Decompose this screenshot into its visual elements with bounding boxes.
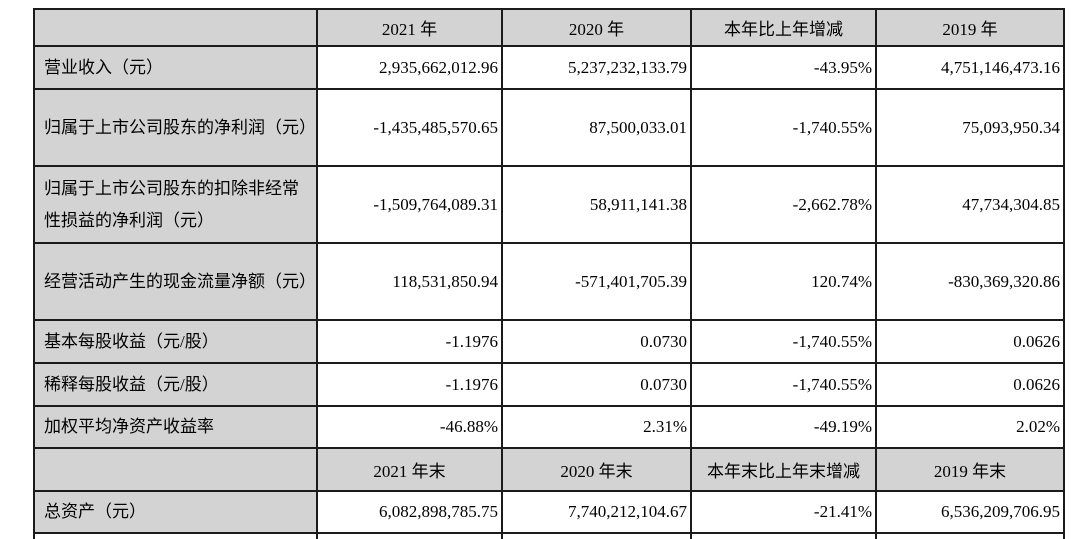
operating-cash-flow-2019: -830,369,320.86 [875, 242, 1065, 321]
header-year-2021: 2021 年 [316, 8, 503, 47]
basic-eps-2019: 0.0626 [875, 319, 1065, 364]
cutoff-cell [875, 532, 1065, 539]
row-net-profit: 归属于上市公司股东的净利润（元） -1,435,485,570.65 87,50… [33, 88, 1065, 167]
diluted-eps-2020: 0.0730 [501, 362, 692, 407]
deducted-net-profit-2020: 58,911,141.38 [501, 165, 692, 244]
deducted-net-profit-change: -2,662.78% [690, 165, 877, 244]
row-operating-cash-flow: 经营活动产生的现金流量净额（元） 118,531,850.94 -571,401… [33, 242, 1065, 321]
row-label-net-profit: 归属于上市公司股东的净利润（元） [33, 88, 318, 167]
basic-eps-2020: 0.0730 [501, 319, 692, 364]
revenue-change: -43.95% [690, 45, 877, 90]
weighted-avg-roe-2019: 2.02% [875, 405, 1065, 449]
header-eoy-2021: 2021 年末 [316, 447, 503, 492]
row-label-deducted-net-profit: 归属于上市公司股东的扣除非经常性损益的净利润（元） [33, 165, 318, 244]
net-profit-2020: 87,500,033.01 [501, 88, 692, 167]
row-diluted-eps: 稀释每股收益（元/股） -1.1976 0.0730 -1,740.55% 0.… [33, 362, 1065, 407]
total-assets-2020: 7,740,212,104.67 [501, 490, 692, 534]
revenue-2020: 5,237,232,133.79 [501, 45, 692, 90]
revenue-2019: 4,751,146,473.16 [875, 45, 1065, 90]
header-eoy-change: 本年末比上年末增减 [690, 447, 877, 492]
diluted-eps-2019: 0.0626 [875, 362, 1065, 407]
row-revenue: 营业收入（元） 2,935,662,012.96 5,237,232,133.7… [33, 45, 1065, 90]
diluted-eps-2021: -1.1976 [316, 362, 503, 407]
total-assets-change: -21.41% [690, 490, 877, 534]
header-yoy-change: 本年比上年增减 [690, 8, 877, 47]
row-cutoff-sliver [33, 532, 1065, 539]
deducted-net-profit-2019: 47,734,304.85 [875, 165, 1065, 244]
financial-summary-table: 2021 年 2020 年 本年比上年增减 2019 年 营业收入（元） 2,9… [33, 8, 1065, 539]
weighted-avg-roe-change: -49.19% [690, 405, 877, 449]
net-profit-2021: -1,435,485,570.65 [316, 88, 503, 167]
operating-cash-flow-2021: 118,531,850.94 [316, 242, 503, 321]
weighted-avg-roe-2021: -46.88% [316, 405, 503, 449]
revenue-2021: 2,935,662,012.96 [316, 45, 503, 90]
weighted-avg-roe-2020: 2.31% [501, 405, 692, 449]
row-total-assets: 总资产（元） 6,082,898,785.75 7,740,212,104.67… [33, 490, 1065, 534]
cutoff-cell [501, 532, 692, 539]
row-basic-eps: 基本每股收益（元/股） -1.1976 0.0730 -1,740.55% 0.… [33, 319, 1065, 364]
row-label-weighted-avg-roe: 加权平均净资产收益率 [33, 405, 318, 449]
header-eoy-2019: 2019 年末 [875, 447, 1065, 492]
header-blank-cell [33, 8, 318, 47]
basic-eps-change: -1,740.55% [690, 319, 877, 364]
total-assets-2021: 6,082,898,785.75 [316, 490, 503, 534]
cutoff-cell [33, 532, 318, 539]
operating-cash-flow-change: 120.74% [690, 242, 877, 321]
basic-eps-2021: -1.1976 [316, 319, 503, 364]
total-assets-2019: 6,536,209,706.95 [875, 490, 1065, 534]
net-profit-2019: 75,093,950.34 [875, 88, 1065, 167]
row-label-total-assets: 总资产（元） [33, 490, 318, 534]
header-eoy-2020: 2020 年末 [501, 447, 692, 492]
row-label-operating-cash-flow: 经营活动产生的现金流量净额（元） [33, 242, 318, 321]
header-year-2020: 2020 年 [501, 8, 692, 47]
deducted-net-profit-2021: -1,509,764,089.31 [316, 165, 503, 244]
cutoff-cell [316, 532, 503, 539]
cutoff-cell [690, 532, 877, 539]
net-profit-change: -1,740.55% [690, 88, 877, 167]
diluted-eps-change: -1,740.55% [690, 362, 877, 407]
header-row-annual: 2021 年 2020 年 本年比上年增减 2019 年 [33, 8, 1065, 47]
header-year-2019: 2019 年 [875, 8, 1065, 47]
header-row-eoy: 2021 年末 2020 年末 本年末比上年末增减 2019 年末 [33, 447, 1065, 492]
row-weighted-avg-roe: 加权平均净资产收益率 -46.88% 2.31% -49.19% 2.02% [33, 405, 1065, 449]
row-label-revenue: 营业收入（元） [33, 45, 318, 90]
operating-cash-flow-2020: -571,401,705.39 [501, 242, 692, 321]
row-label-diluted-eps: 稀释每股收益（元/股） [33, 362, 318, 407]
header-eoy-blank-cell [33, 447, 318, 492]
row-deducted-net-profit: 归属于上市公司股东的扣除非经常性损益的净利润（元） -1,509,764,089… [33, 165, 1065, 244]
row-label-basic-eps: 基本每股收益（元/股） [33, 319, 318, 364]
